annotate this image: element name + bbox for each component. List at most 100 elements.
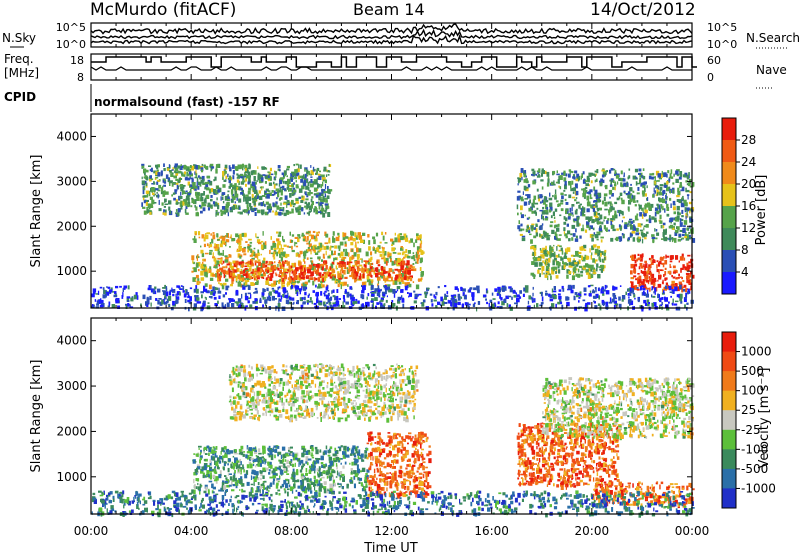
power-echo-cell <box>503 299 506 303</box>
power-echo-cell <box>286 203 290 206</box>
power-echo-cell <box>450 301 452 307</box>
power-echo-cell <box>315 210 319 215</box>
velocity-echo-cell <box>315 457 318 460</box>
power-echo-cell <box>261 295 263 298</box>
power-echo-cell <box>209 252 212 255</box>
power-echo-cell <box>233 275 236 279</box>
power-echo-cell <box>457 288 459 292</box>
power-echo-cell <box>209 242 211 246</box>
power-echo-cell <box>683 225 686 228</box>
power-echo-cell <box>560 257 564 261</box>
power-echo-cell <box>385 289 387 295</box>
power-echo-cell <box>408 266 411 269</box>
power-echo-cell <box>641 214 644 219</box>
power-echo-cell <box>288 246 292 248</box>
power-echo-cell <box>268 261 273 264</box>
velocity-echo-cell <box>358 457 361 460</box>
power-echo-cell <box>355 298 358 301</box>
power-echo-cell <box>538 174 540 177</box>
power-echo-cell <box>236 248 239 251</box>
power-echo-cell <box>645 224 649 228</box>
power-echo-cell <box>164 198 167 203</box>
power-echo-cell <box>162 179 165 183</box>
power-echo-cell <box>301 286 303 291</box>
power-echo-cell <box>303 296 306 301</box>
power-echo-cell <box>477 289 480 294</box>
power-echo-cell <box>681 215 684 218</box>
power-echo-cell <box>149 175 152 180</box>
power-echo-cell <box>554 224 558 227</box>
power-echo-cell <box>452 299 454 303</box>
velocity-echo-cell <box>203 463 208 467</box>
power-echo-cell <box>517 212 519 216</box>
power-echo-cell <box>304 291 307 296</box>
power-echo-cell <box>307 274 309 278</box>
velocity-echo-cell <box>321 476 325 479</box>
power-echo-cell <box>248 268 252 272</box>
power-echo-cell <box>303 212 306 215</box>
power-echo-cell <box>656 260 659 263</box>
power-echo-cell <box>313 276 316 282</box>
velocity-echo-cell <box>361 453 364 458</box>
power-echo-cell <box>682 264 685 269</box>
power-echo-cell <box>194 279 197 282</box>
power-echo-cell <box>628 220 632 224</box>
power-echo-cell <box>488 303 490 308</box>
power-echo-cell <box>418 278 421 282</box>
power-echo-cell <box>677 187 680 192</box>
velocity-echo-cell <box>196 478 200 482</box>
power-echo-cell <box>145 182 148 187</box>
power-echo-cell <box>563 255 567 259</box>
power-echo-cell <box>251 197 255 200</box>
power-echo-cell <box>530 239 533 244</box>
power-echo-cell <box>537 170 539 175</box>
power-echo-cell <box>565 202 569 205</box>
power-echo-cell <box>286 283 291 286</box>
power-echo-cell <box>265 280 269 285</box>
power-echo-cell <box>260 202 264 207</box>
velocity-echo-cell <box>221 447 225 452</box>
velocity-echo-cell <box>253 481 255 486</box>
power-echo-cell <box>193 303 197 308</box>
power-echo-cell <box>388 280 392 282</box>
power-echo-cell <box>351 287 353 290</box>
power-echo-cell <box>601 221 604 225</box>
power-echo-cell <box>598 221 601 225</box>
power-echo-cell <box>315 206 317 210</box>
power-echo-cell <box>380 302 383 306</box>
power-echo-cell <box>344 243 347 247</box>
power-echo-cell <box>213 296 217 300</box>
power-echo-cell <box>224 164 228 169</box>
power-echo-cell <box>648 206 652 211</box>
power-echo-cell <box>686 278 688 284</box>
power-echo-cell <box>254 189 258 194</box>
power-echo-cell <box>316 234 319 237</box>
power-echo-cell <box>604 284 607 289</box>
power-echo-cell <box>376 259 380 264</box>
power-echo-cell <box>218 264 220 267</box>
power-echo-cell <box>337 232 340 236</box>
velocity-echo-cell <box>304 476 306 479</box>
power-y-axis-label: Slant Range [km] <box>29 155 44 268</box>
velocity-echo-cell <box>205 486 208 491</box>
power-echo-cell <box>165 174 169 179</box>
power-echo-cell <box>642 290 645 296</box>
power-echo-cell <box>630 183 632 186</box>
power-echo-cell <box>320 280 323 283</box>
power-echo-cell <box>577 177 580 182</box>
power-echo-cell <box>638 204 642 210</box>
power-echo-cell <box>321 204 323 209</box>
velocity-echo-cell <box>355 449 358 454</box>
power-echo-cell <box>396 286 401 290</box>
power-echo-cell <box>659 305 661 310</box>
power-echo-cell <box>612 179 615 183</box>
power-echo-cell <box>273 252 276 257</box>
power-echo-cell <box>280 276 283 280</box>
power-echo-cell <box>517 178 522 183</box>
power-echo-cell <box>236 197 238 201</box>
power-echo-cell <box>291 234 295 237</box>
power-echo-cell <box>336 295 339 301</box>
power-echo-cell <box>185 206 188 209</box>
power-echo-cell <box>574 199 577 202</box>
power-echo-cell <box>670 221 672 224</box>
